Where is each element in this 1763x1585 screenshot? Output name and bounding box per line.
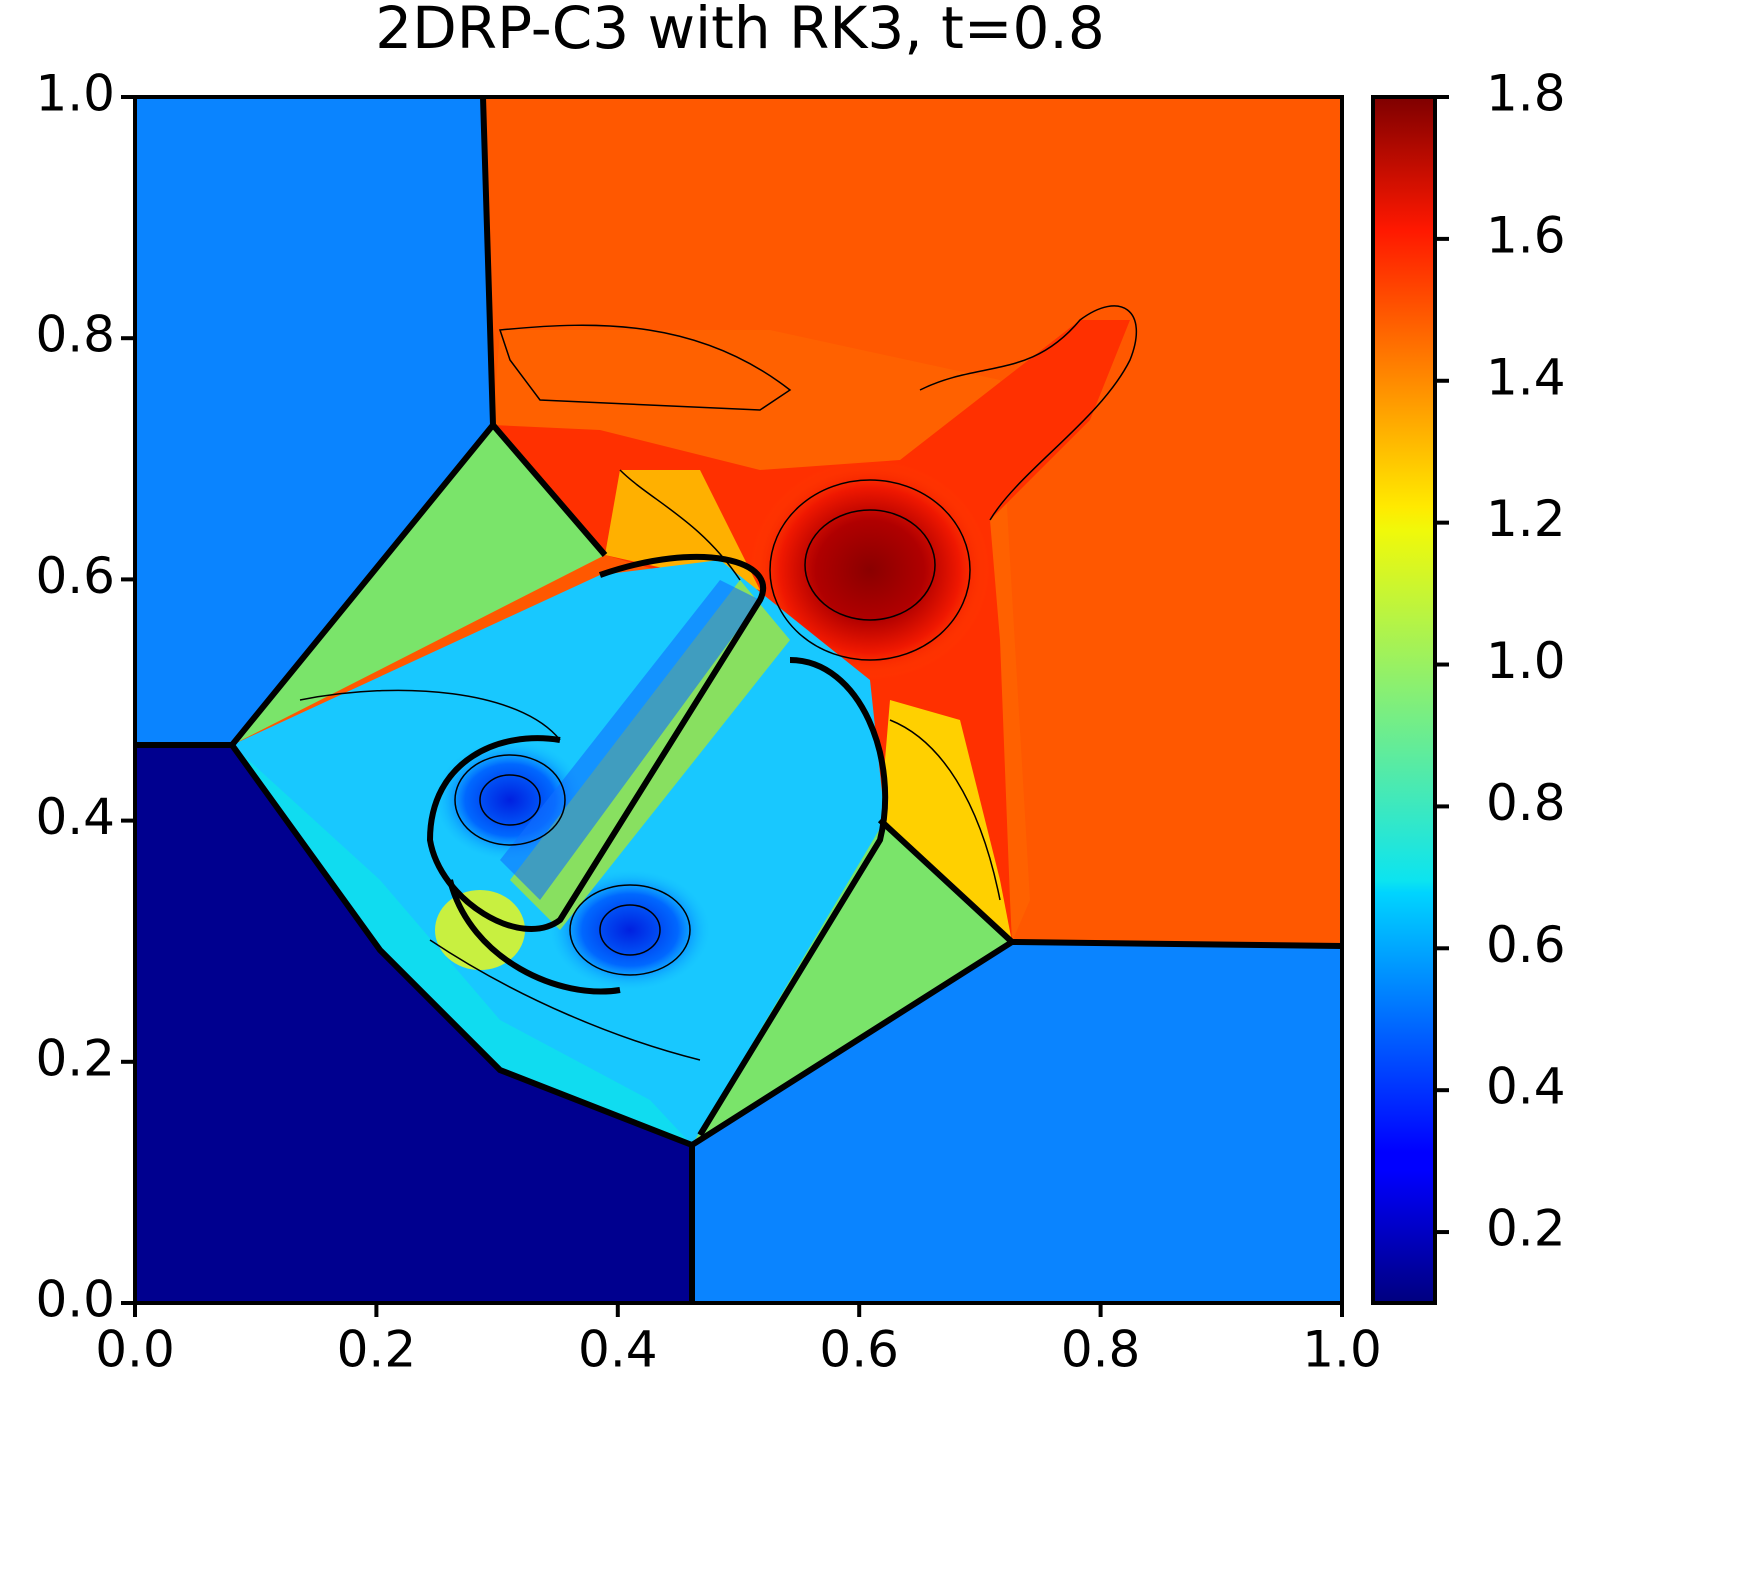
colorbar-tick-label: 0.2 (1486, 1200, 1566, 1258)
y-tick-label: 1.0 (35, 65, 115, 123)
colorbar-tick-label: 1.8 (1486, 65, 1566, 123)
colorbar-tick-label: 0.8 (1486, 774, 1566, 832)
density-field (135, 97, 1342, 1303)
colorbar (1371, 95, 1437, 1305)
colorbar-tick-label: 0.6 (1486, 916, 1566, 974)
chart-title: 2DRP-C3 with RK3, t=0.8 (375, 0, 1105, 62)
x-tick-label: 0.6 (819, 1321, 899, 1379)
x-tick-label: 0.0 (95, 1321, 175, 1379)
x-tick-label: 0.8 (1061, 1321, 1141, 1379)
y-tick-label: 0.2 (35, 1029, 115, 1087)
colorbar-tick-label: 1.6 (1486, 206, 1566, 264)
contour-lines (135, 97, 1342, 1303)
colorbar-tick-label: 1.0 (1486, 632, 1566, 690)
y-tick-label: 0.0 (35, 1271, 115, 1329)
plot-frame (133, 95, 1344, 1305)
y-tick-label: 0.4 (35, 788, 115, 846)
y-tick-label: 0.8 (35, 306, 115, 364)
colorbar-tick-label: 1.2 (1486, 490, 1566, 548)
x-tick-label: 1.0 (1302, 1321, 1382, 1379)
y-tick-label: 0.6 (35, 547, 115, 605)
x-tick-label: 0.4 (578, 1321, 658, 1379)
colorbar-tick-label: 1.4 (1486, 348, 1566, 406)
colorbar-tick-label: 0.4 (1486, 1058, 1566, 1116)
x-tick-label: 0.2 (337, 1321, 417, 1379)
